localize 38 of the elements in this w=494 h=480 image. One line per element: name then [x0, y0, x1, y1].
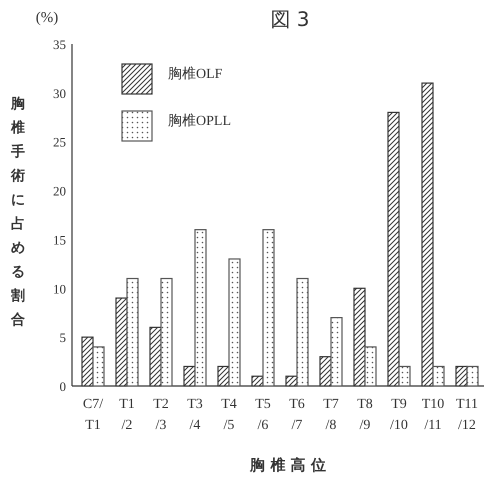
- x-tick-label: T2 /3: [153, 397, 169, 433]
- bar: [92, 346, 105, 387]
- x-tick-label: T11 /12: [456, 397, 478, 433]
- text: (%): [36, 10, 58, 26]
- y-tick-label: 15: [53, 232, 66, 248]
- y-tick-label: 25: [53, 134, 66, 150]
- y-tick-label: 10: [53, 281, 66, 296]
- x-axis-title: 胸 椎 高 位: [249, 456, 326, 474]
- x-tick-label: C7/ T1: [82, 397, 104, 433]
- bar: [466, 366, 479, 387]
- y-tick-label: 30: [53, 86, 66, 101]
- bar: [126, 278, 139, 387]
- bar: [398, 366, 411, 387]
- bar: [432, 366, 445, 387]
- y-tick-label: 5: [60, 330, 66, 346]
- x-tick-label: T10 /11: [422, 397, 444, 433]
- bar: [262, 229, 275, 387]
- x-tick-label: T5 /6: [255, 397, 271, 433]
- text: 胸椎手術に占める割合: [11, 96, 25, 328]
- legend-label: 胸椎OLF: [168, 66, 223, 82]
- bar: [296, 278, 309, 387]
- y-tick-label: 0: [60, 379, 66, 394]
- bar: [364, 346, 377, 387]
- x-tick-label: T7 /8: [323, 397, 339, 433]
- x-tick-label: T3 /4: [187, 397, 203, 433]
- bar: [330, 317, 343, 387]
- x-tick-label: T9 /10: [390, 397, 408, 433]
- bar: [194, 229, 207, 387]
- y-tick-label: 20: [53, 184, 66, 199]
- x-tick-label: T8 /9: [357, 397, 373, 433]
- x-tick-label: T1 /2: [119, 397, 135, 433]
- chart-title: 図 3: [270, 7, 310, 31]
- y-tick-label: 35: [53, 37, 66, 52]
- bar: [228, 258, 241, 387]
- bar: [160, 278, 173, 387]
- legend-label: 胸椎OPLL: [168, 113, 231, 129]
- x-tick-label: T6 /7: [289, 397, 305, 433]
- x-tick-label: T4 /5: [221, 397, 237, 433]
